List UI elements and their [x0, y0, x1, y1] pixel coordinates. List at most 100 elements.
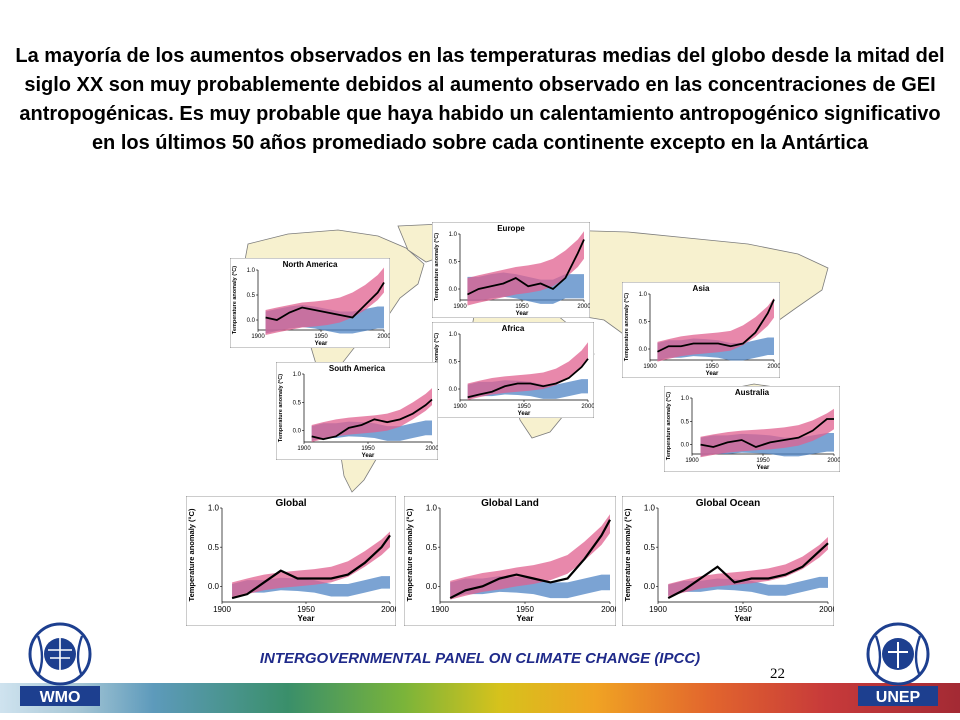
x-tick-label: 2000: [377, 334, 390, 340]
x-tick-label: 1900: [431, 605, 449, 614]
observed-line: [311, 398, 433, 441]
y-tick-label: 1.0: [449, 232, 458, 238]
footer-color-bar: [0, 683, 960, 713]
x-tick-label: 1950: [756, 458, 770, 464]
x-axis-label: Year: [757, 465, 770, 471]
observed-line: [265, 282, 385, 321]
x-tick-label: 2000: [425, 446, 438, 452]
page-number: 22: [770, 666, 785, 682]
y-tick-label: 0.0: [293, 429, 302, 435]
y-tick-label: 1.0: [449, 332, 458, 338]
x-tick-label: 2000: [819, 605, 834, 614]
chart-europe: Europe 0.0 0.5 1.0 1900 1950 2000 Year Temperatu…: [432, 222, 590, 318]
x-tick-label: 2000: [381, 605, 396, 614]
chart-title: Africa: [502, 324, 525, 333]
x-tick-label: 2000: [601, 605, 616, 614]
y-axis-label: Temperature anomaly (°C): [278, 374, 284, 442]
y-tick-label: 0.0: [644, 582, 656, 591]
all-forcings-band: [450, 514, 610, 600]
x-tick-label: 1900: [685, 458, 699, 464]
y-axis-label: Temperature anomaly (°C): [405, 508, 414, 601]
x-tick-label: 1950: [297, 605, 315, 614]
x-tick-label: 1900: [297, 446, 311, 452]
all-forcings-band: [467, 231, 584, 306]
y-tick-label: 0.0: [247, 318, 256, 324]
unep-logo: UNEP: [858, 622, 938, 706]
y-tick-label: 0.0: [449, 287, 458, 293]
chart-global: Global 0.0 0.5 1.0 1900 1950 2000 Year Temperatu…: [186, 496, 396, 626]
y-tick-label: 1.0: [639, 292, 648, 298]
x-tick-label: 2000: [767, 364, 780, 370]
y-tick-label: 0.5: [293, 400, 302, 406]
all-forcings-band: [232, 531, 390, 599]
y-tick-label: 0.5: [644, 543, 656, 552]
y-tick-label: 0.0: [208, 582, 220, 591]
y-tick-label: 1.0: [644, 504, 656, 513]
x-tick-label: 1900: [251, 334, 265, 340]
y-tick-label: 0.5: [449, 260, 458, 266]
y-tick-label: 1.0: [247, 268, 256, 274]
x-tick-label: 1900: [213, 605, 231, 614]
chart-global-land: Global Land 0.0 0.5 1.0 1900 1950 2000 Year Temp…: [404, 496, 616, 626]
all-forcings-band: [311, 388, 432, 442]
y-axis-label: Temperature anomaly (°C): [232, 266, 238, 334]
chart-title: Global Land: [481, 498, 539, 509]
x-axis-label: Year: [735, 614, 752, 623]
x-axis-label: Year: [298, 614, 315, 623]
x-tick-label: 1900: [453, 404, 467, 410]
x-axis-label: Year: [516, 311, 529, 317]
all-forcings-band: [265, 267, 384, 335]
x-axis-label: Year: [315, 341, 328, 347]
x-axis-label: Year: [517, 614, 534, 623]
y-tick-label: 0.5: [247, 293, 256, 299]
chart-asia: Asia 0.0 0.5 1.0 1900 1950 2000 Year Temperature…: [622, 282, 780, 378]
wmo-logo-text: WMO: [40, 689, 81, 706]
x-tick-label: 1950: [361, 446, 375, 452]
x-tick-label: 1900: [453, 304, 467, 310]
x-tick-label: 1950: [314, 334, 328, 340]
y-tick-label: 1.0: [293, 372, 302, 378]
observed-line: [700, 418, 834, 448]
slide-title: La mayoría de los aumentos observados en…: [15, 45, 945, 154]
x-tick-label: 1900: [643, 364, 657, 370]
y-tick-label: 0.5: [426, 543, 438, 552]
wmo-logo: WMO: [20, 622, 100, 706]
x-tick-label: 1950: [517, 404, 531, 410]
y-axis-label: Temperature anomaly (°C): [434, 233, 440, 301]
chart-south-america: South America 0.0 0.5 1.0 1900 1950 2000 Year Te…: [276, 362, 438, 460]
all-forcings-band: [700, 408, 834, 458]
chart-title: Global Ocean: [696, 498, 760, 509]
y-tick-label: 0.0: [449, 387, 458, 393]
y-tick-label: 0.0: [639, 347, 648, 353]
chart-global-ocean: Global Ocean 0.0 0.5 1.0 1900 1950 2000 Year Tem…: [622, 496, 834, 626]
chart-north-america: North America 0.0 0.5 1.0 1900 1950 2000 Year Te…: [230, 258, 390, 348]
y-axis-label: Temperature anomaly (°C): [187, 508, 196, 601]
y-tick-label: 0.0: [426, 582, 438, 591]
y-axis-label: Temperature anomaly (°C): [624, 293, 630, 361]
chart-title: Europe: [497, 224, 525, 233]
x-axis-label: Year: [518, 411, 531, 417]
x-tick-label: 2000: [827, 458, 840, 464]
y-tick-label: 0.5: [208, 543, 220, 552]
observed-line: [231, 534, 391, 600]
chart-title: North America: [283, 260, 338, 269]
chart-title: Australia: [735, 388, 770, 397]
unep-logo-text: UNEP: [876, 689, 921, 706]
observed-line: [467, 239, 585, 296]
observed-line: [449, 519, 611, 600]
y-tick-label: 1.0: [681, 396, 690, 402]
x-tick-label: 2000: [581, 404, 594, 410]
chart-australia: Australia 0.0 0.5 1.0 1900 1950 2000 Year Temper…: [664, 386, 840, 472]
all-forcings-band: [668, 536, 828, 597]
chart-title: Global: [275, 498, 306, 509]
chart-title: South America: [329, 364, 386, 373]
y-axis-label: Temperature anomaly (°C): [666, 392, 672, 460]
y-axis-label: Temperature anomaly (°C): [623, 508, 632, 601]
y-tick-label: 0.5: [449, 360, 458, 366]
y-tick-label: 0.5: [681, 419, 690, 425]
observed-line: [467, 358, 589, 399]
y-tick-label: 0.0: [681, 443, 690, 449]
x-tick-label: 1950: [516, 605, 534, 614]
y-tick-label: 1.0: [208, 504, 220, 513]
x-tick-label: 1950: [705, 364, 719, 370]
